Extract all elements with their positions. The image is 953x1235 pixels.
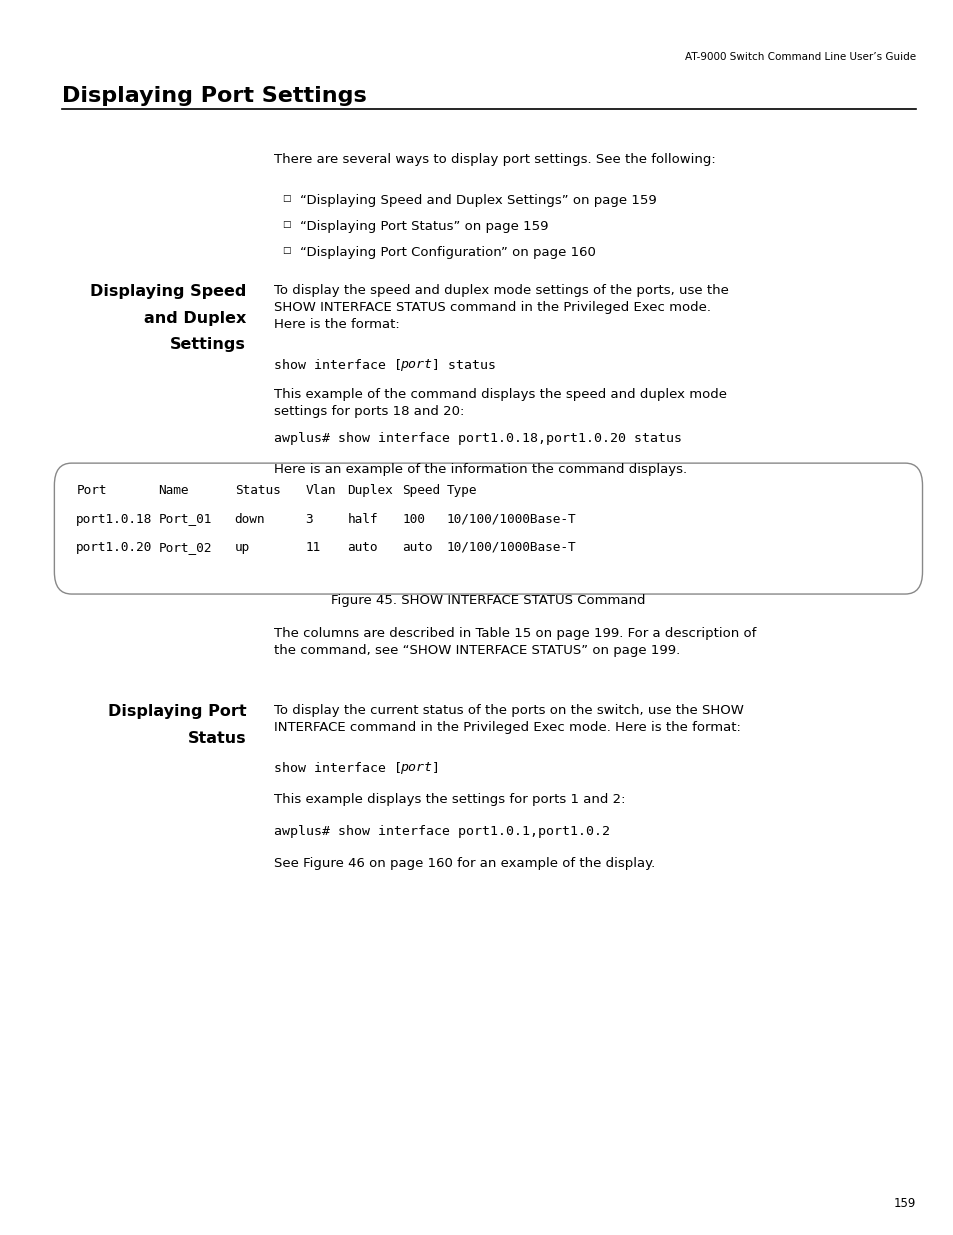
Text: port1.0.20: port1.0.20: [76, 541, 152, 555]
Text: half: half: [347, 513, 377, 526]
Text: ] status: ] status: [432, 358, 496, 372]
Text: Port: Port: [76, 484, 107, 498]
Text: Here is an example of the information the command displays.: Here is an example of the information th…: [274, 463, 686, 477]
Text: ]: ]: [432, 761, 439, 774]
Text: port: port: [400, 761, 432, 774]
Text: Displaying Port: Displaying Port: [108, 704, 246, 719]
Text: To display the current status of the ports on the switch, use the SHOW
INTERFACE: To display the current status of the por…: [274, 704, 743, 734]
Text: Port_02: Port_02: [158, 541, 212, 555]
Text: 100: 100: [402, 513, 425, 526]
Text: and Duplex: and Duplex: [144, 311, 246, 326]
Text: The columns are described in Table 15 on page 199. For a description of
the comm: The columns are described in Table 15 on…: [274, 627, 756, 657]
Text: auto: auto: [402, 541, 433, 555]
Text: Displaying Port Settings: Displaying Port Settings: [62, 86, 366, 106]
Text: See Figure 46 on page 160 for an example of the display.: See Figure 46 on page 160 for an example…: [274, 857, 655, 871]
Text: 3: 3: [305, 513, 313, 526]
Text: 11: 11: [305, 541, 320, 555]
Text: Figure 45. SHOW INTERFACE STATUS Command: Figure 45. SHOW INTERFACE STATUS Command: [331, 594, 645, 608]
Text: “Displaying Speed and Duplex Settings” on page 159: “Displaying Speed and Duplex Settings” o…: [299, 194, 656, 207]
Text: show interface [: show interface [: [274, 761, 401, 774]
Text: Displaying Speed: Displaying Speed: [90, 284, 246, 299]
Text: □: □: [282, 220, 291, 228]
FancyBboxPatch shape: [54, 463, 922, 594]
Text: 159: 159: [893, 1197, 915, 1210]
Text: To display the speed and duplex mode settings of the ports, use the
SHOW INTERFA: To display the speed and duplex mode set…: [274, 284, 728, 331]
Text: Status: Status: [188, 731, 246, 746]
Text: awplus# show interface port1.0.18,port1.0.20 status: awplus# show interface port1.0.18,port1.…: [274, 432, 681, 446]
Text: □: □: [282, 246, 291, 254]
Text: Duplex: Duplex: [347, 484, 393, 498]
Text: “Displaying Port Configuration” on page 160: “Displaying Port Configuration” on page …: [299, 246, 595, 259]
Text: Settings: Settings: [170, 337, 246, 352]
Text: “Displaying Port Status” on page 159: “Displaying Port Status” on page 159: [299, 220, 547, 233]
Text: AT-9000 Switch Command Line User’s Guide: AT-9000 Switch Command Line User’s Guide: [684, 52, 915, 63]
Text: Type: Type: [446, 484, 476, 498]
Text: port1.0.18: port1.0.18: [76, 513, 152, 526]
Text: show interface [: show interface [: [274, 358, 401, 372]
Text: There are several ways to display port settings. See the following:: There are several ways to display port s…: [274, 153, 715, 167]
Text: auto: auto: [347, 541, 377, 555]
Text: down: down: [234, 513, 265, 526]
Text: This example displays the settings for ports 1 and 2:: This example displays the settings for p…: [274, 793, 624, 806]
Text: Speed: Speed: [402, 484, 440, 498]
Text: □: □: [282, 194, 291, 203]
Text: 10/100/1000Base-T: 10/100/1000Base-T: [446, 541, 576, 555]
Text: Port_01: Port_01: [158, 513, 212, 526]
Text: Status: Status: [234, 484, 280, 498]
Text: awplus# show interface port1.0.1,port1.0.2: awplus# show interface port1.0.1,port1.0…: [274, 825, 609, 839]
Text: up: up: [234, 541, 250, 555]
Text: 10/100/1000Base-T: 10/100/1000Base-T: [446, 513, 576, 526]
Text: This example of the command displays the speed and duplex mode
settings for port: This example of the command displays the…: [274, 388, 726, 417]
Text: Name: Name: [158, 484, 189, 498]
Text: Vlan: Vlan: [305, 484, 335, 498]
Text: port: port: [400, 358, 432, 372]
